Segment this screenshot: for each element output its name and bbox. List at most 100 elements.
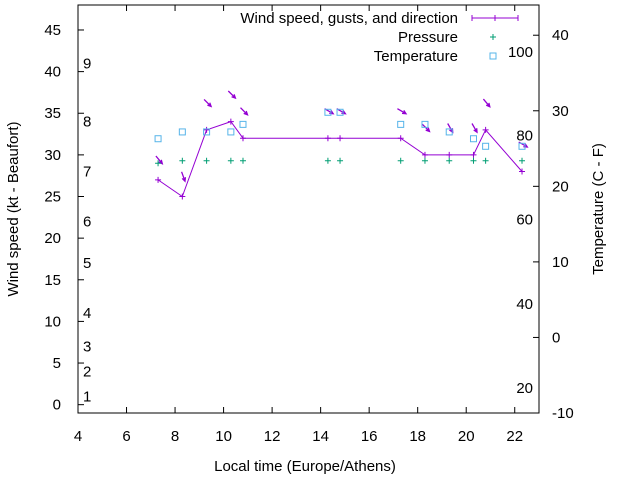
temperature-point <box>336 108 344 116</box>
wind-point <box>421 151 428 158</box>
y2-tick-label: 30 <box>552 103 569 120</box>
wind-direction-arrow <box>482 98 491 108</box>
x-tick-label: 10 <box>215 428 232 445</box>
y-axis-ticks: 0 5 10 15 20 25 30 35 40 45 <box>44 22 84 414</box>
wind-point <box>337 135 344 142</box>
x-tick-label: 8 <box>171 428 179 445</box>
y2-tick-label: 10 <box>552 254 569 271</box>
legend-marker-wind <box>471 15 519 21</box>
legend-marker-temperature <box>489 52 497 60</box>
temperature-point <box>518 142 526 150</box>
temperature-point <box>203 128 211 136</box>
beaufort-label: 5 <box>83 255 91 272</box>
pressure-point <box>421 157 428 164</box>
temperature-point <box>445 128 453 136</box>
wind-point <box>324 135 331 142</box>
legend-label-wind: Wind speed, gusts, and direction <box>240 10 458 27</box>
plot-frame <box>77 4 540 414</box>
wind-direction-arrow <box>240 107 249 116</box>
pressure-point <box>482 157 489 164</box>
y2-axis-ticks: -10 0 10 20 30 40 <box>533 27 574 422</box>
y2-tick-label: 40 <box>552 27 569 44</box>
legend-label-temperature: Temperature <box>374 48 458 65</box>
temperature-point <box>421 120 429 128</box>
y-tick-label: 40 <box>44 64 61 81</box>
temperature-point <box>482 142 490 150</box>
x-axis-ticks: 4 6 8 10 12 14 16 18 20 22 <box>74 5 523 445</box>
pressure-point <box>397 157 404 164</box>
beaufort-label: 4 <box>83 305 91 322</box>
temperature-point <box>154 135 162 143</box>
wind-point <box>203 126 210 133</box>
temperature-point <box>227 128 235 136</box>
wind-direction-arrow <box>227 90 237 100</box>
pressure-point <box>203 157 210 164</box>
temperature-point <box>178 128 186 136</box>
fahrenheit-scale-labels: 20 40 60 80 100 <box>508 44 533 397</box>
wind-point <box>470 151 477 158</box>
pressure-point <box>155 160 162 167</box>
y-tick-label: 20 <box>44 230 61 247</box>
pressure-point <box>179 157 186 164</box>
wind-direction-arrow <box>471 123 478 134</box>
beaufort-label: 2 <box>83 363 91 380</box>
x-tick-label: 6 <box>122 428 130 445</box>
series-layer <box>154 90 529 200</box>
y2-tick-label: 0 <box>552 329 560 346</box>
legend-marker-pressure <box>490 34 496 40</box>
y-tick-label: 30 <box>44 147 61 164</box>
beaufort-label: 9 <box>83 55 91 72</box>
wind-point <box>482 126 489 133</box>
beaufort-label: 8 <box>83 114 91 131</box>
beaufort-label: 1 <box>83 388 91 405</box>
fahrenheit-label: 60 <box>516 212 533 229</box>
y-tick-label: 25 <box>44 189 61 206</box>
legend: Wind speed, gusts, and direction Pressur… <box>240 10 519 65</box>
y2-axis-label: Temperature (C - F) <box>590 143 607 275</box>
pressure-point <box>470 157 477 164</box>
fahrenheit-label: 100 <box>508 44 533 61</box>
beaufort-label: 7 <box>83 164 91 181</box>
x-tick-label: 22 <box>506 428 523 445</box>
y-axis-label: Wind speed (kt - Beaufort) <box>5 121 22 296</box>
x-tick-label: 18 <box>409 428 426 445</box>
x-tick-label: 14 <box>312 428 329 445</box>
y2-tick-label: -10 <box>552 405 574 422</box>
pressure-point <box>227 157 234 164</box>
wind-direction-arrow <box>203 98 213 108</box>
pressure-point <box>519 157 526 164</box>
wind-point <box>227 118 234 125</box>
y2-tick-label: 20 <box>552 178 569 195</box>
y-tick-label: 5 <box>53 355 61 372</box>
wind-point <box>397 135 404 142</box>
legend-label-pressure: Pressure <box>398 29 458 46</box>
wind-direction-arrow <box>180 171 187 183</box>
pressure-point <box>337 157 344 164</box>
pressure-point <box>239 157 246 164</box>
y-tick-label: 0 <box>53 397 61 414</box>
wind-point <box>239 135 246 142</box>
wind-point <box>446 151 453 158</box>
y-tick-label: 15 <box>44 272 61 289</box>
wind-point <box>155 176 162 183</box>
wind-point <box>519 168 526 175</box>
x-axis-label: Local time (Europe/Athens) <box>214 458 396 475</box>
y-tick-label: 35 <box>44 105 61 122</box>
pressure-point <box>446 157 453 164</box>
fahrenheit-label: 40 <box>516 296 533 313</box>
beaufort-scale-labels: 1 2 3 4 5 6 7 8 9 <box>83 55 91 405</box>
fahrenheit-label: 80 <box>516 128 533 145</box>
x-tick-label: 20 <box>458 428 475 445</box>
y-tick-label: 45 <box>44 22 61 39</box>
pressure-point <box>324 157 331 164</box>
beaufort-label: 3 <box>83 338 91 355</box>
x-tick-label: 12 <box>264 428 281 445</box>
fahrenheit-label: 20 <box>516 380 533 397</box>
x-tick-label: 16 <box>361 428 378 445</box>
beaufort-label: 6 <box>83 213 91 230</box>
wind-direction-arrow <box>397 108 408 115</box>
temperature-point <box>324 108 332 116</box>
temperature-point <box>239 120 247 128</box>
wind-point <box>179 193 186 200</box>
